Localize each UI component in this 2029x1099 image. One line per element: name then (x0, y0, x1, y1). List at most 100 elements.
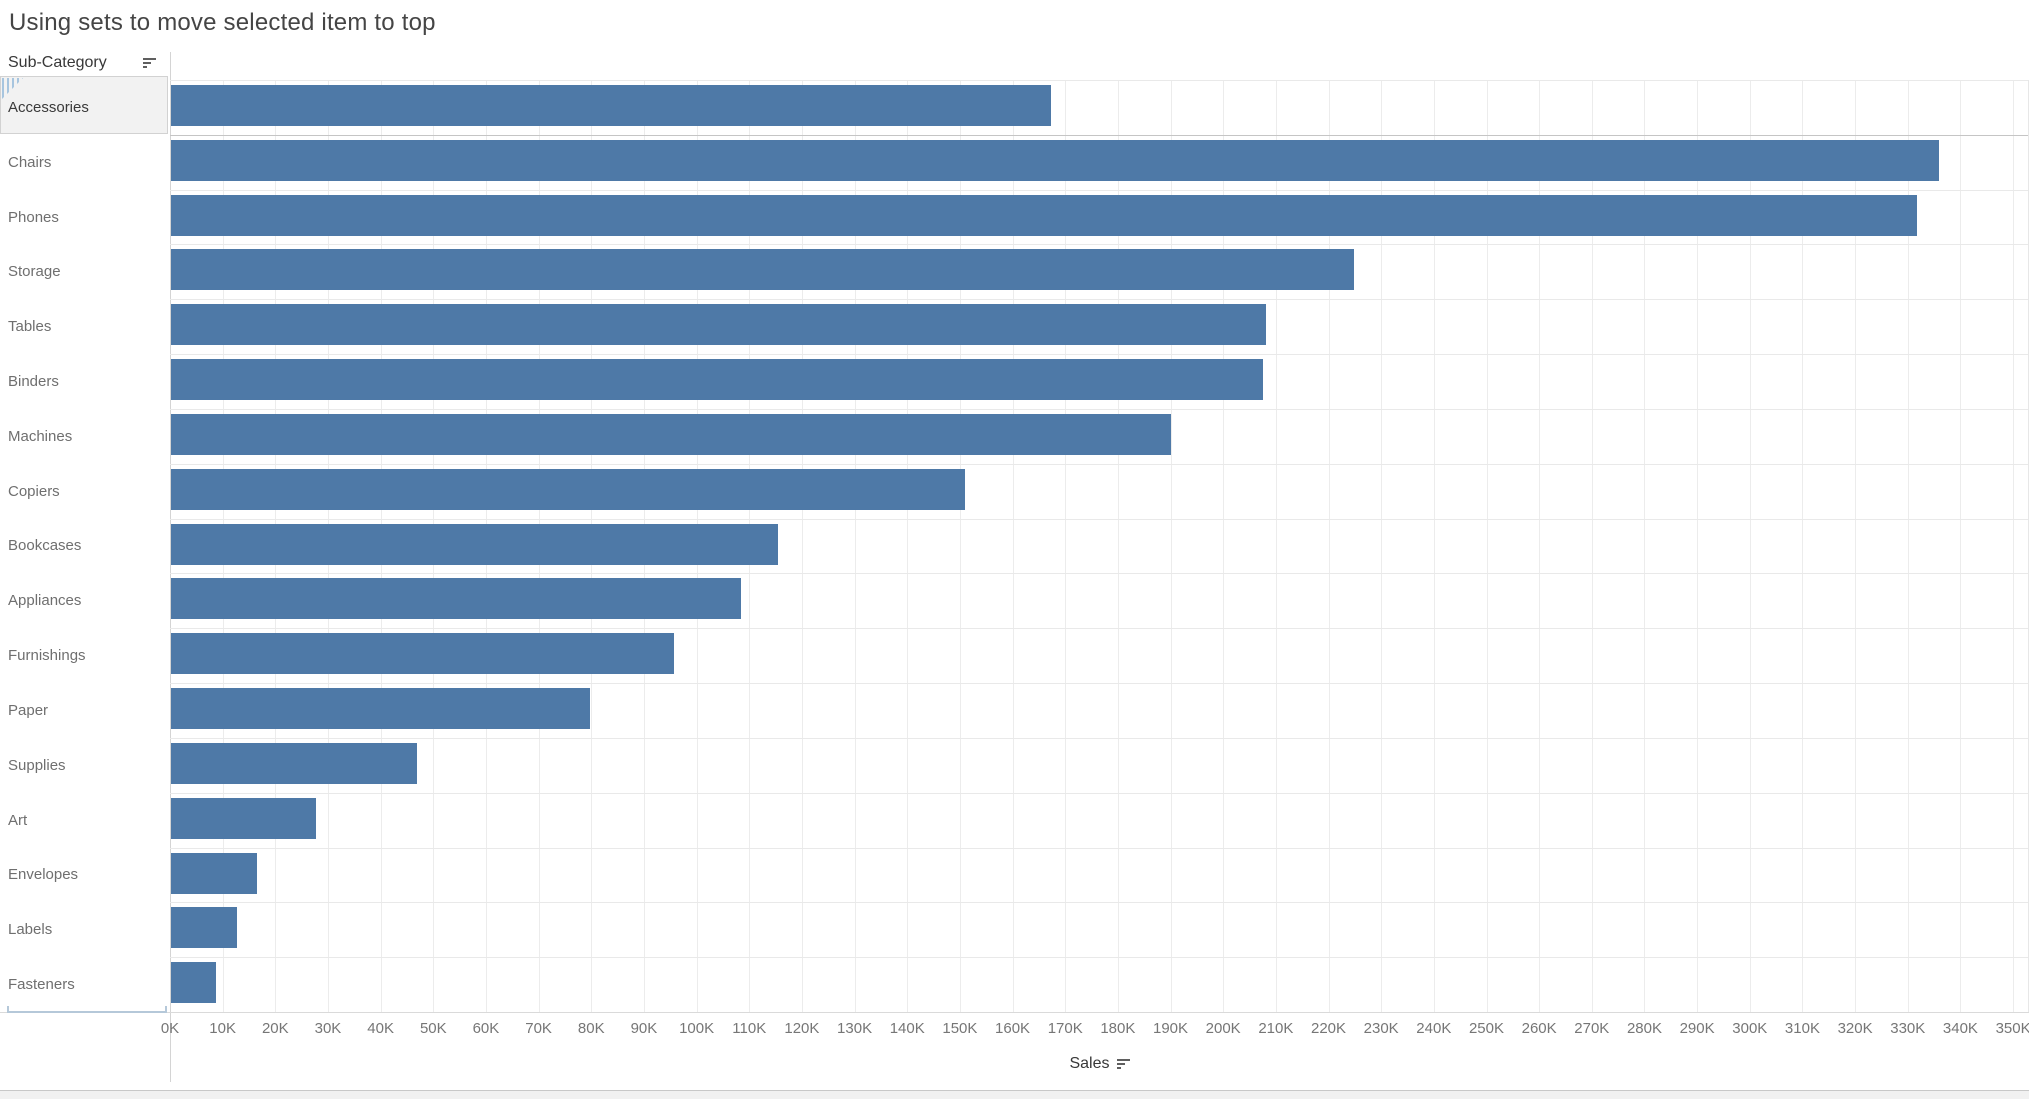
row-separator (170, 573, 2028, 575)
sort-descending-icon[interactable] (1116, 1058, 1130, 1070)
row-header-field[interactable]: Sub-Category (8, 54, 107, 71)
row-header-art[interactable]: Art (8, 811, 28, 829)
gridline (1433, 80, 1435, 1012)
x-axis-ticks: 0K 10K 20K 30K 40K 50K 60K 70K 80K 90K 100K 110K 120… (161, 1020, 2029, 1042)
bar-copiers[interactable] (171, 468, 965, 510)
row-header-fasteners[interactable]: Fasteners (8, 976, 75, 994)
gridline (1486, 80, 1488, 1012)
x-tick-label: 70K (525, 1020, 552, 1037)
row-header-accessories[interactable]: Accessories (8, 98, 89, 116)
row-header-labels[interactable]: Labels (8, 921, 53, 939)
bar-bookcases[interactable] (171, 523, 778, 565)
x-axis-label: Sales (1069, 1055, 1110, 1072)
x-tick-label: 310K (1784, 1020, 1820, 1037)
plot-bottom-border (0, 1012, 2029, 1013)
row-separator (170, 408, 2028, 410)
horizontal-scrollbar[interactable] (0, 1090, 2029, 1099)
row-header-bookcases[interactable]: Bookcases (8, 537, 82, 555)
gridline (1328, 80, 1330, 1012)
row-header-copiers[interactable]: Copiers (8, 482, 60, 500)
gridline (2013, 80, 2015, 1012)
x-tick-label: 120K (784, 1020, 820, 1037)
x-tick-label: 320K (1837, 1020, 1873, 1037)
bar-storage[interactable] (171, 249, 1354, 291)
bar-chairs[interactable] (171, 139, 1939, 181)
row-header-furnishings[interactable]: Furnishings (8, 647, 86, 665)
x-tick-label: 330K (1890, 1020, 1926, 1037)
row-separator (170, 354, 2028, 356)
gridline (854, 80, 856, 1012)
gridline (907, 80, 909, 1012)
bar-furnishings[interactable] (171, 633, 674, 675)
x-tick-label: 150K (942, 1020, 978, 1037)
x-axis-field[interactable]: Sales (170, 1053, 2029, 1075)
x-tick-label: 160K (995, 1020, 1031, 1037)
x-tick-label: 80K (577, 1020, 605, 1037)
x-tick-label: 130K (837, 1020, 873, 1037)
row-header-binders[interactable]: Binders (8, 373, 59, 391)
bar-accessories[interactable] (171, 85, 1052, 126)
x-tick-label: 20K (261, 1020, 289, 1037)
x-tick-label: 350K (1995, 1020, 2029, 1037)
gridline (801, 80, 803, 1012)
row-separator (170, 463, 2028, 465)
gridline (1539, 80, 1541, 1012)
row-header-chairs[interactable]: Chairs (8, 153, 52, 171)
x-tick-label: 290K (1679, 1020, 1715, 1037)
sort-descending-icon[interactable] (143, 58, 156, 69)
x-tick-label: 340K (1942, 1020, 1978, 1037)
gridline (1697, 80, 1699, 1012)
row-header-appliances[interactable]: Appliances (8, 592, 82, 610)
x-tick-label: 200K (1205, 1020, 1241, 1037)
row-header-tables[interactable]: Tables (8, 318, 52, 336)
gridline (1117, 80, 1119, 1012)
row-header-envelopes[interactable]: Envelopes (8, 866, 79, 884)
x-tick-label: 30K (314, 1020, 342, 1037)
x-tick-label: 170K (1047, 1020, 1083, 1037)
gridline (1065, 80, 1067, 1012)
x-tick-label: 0K (160, 1020, 180, 1037)
x-tick-label: 110K (732, 1020, 767, 1037)
x-tick-label: 210K (1258, 1020, 1294, 1037)
bar-supplies[interactable] (171, 742, 417, 784)
x-tick-label: 220K (1310, 1020, 1347, 1037)
bar-phones[interactable] (171, 194, 1918, 236)
row-header-supplies[interactable]: Supplies (8, 756, 66, 774)
bar-art[interactable] (171, 797, 317, 839)
x-tick-label: 300K (1732, 1020, 1768, 1037)
bar-paper[interactable] (171, 688, 590, 730)
x-tick-label: 40K (367, 1020, 394, 1037)
bar-tables[interactable] (171, 304, 1266, 346)
gridline (1591, 80, 1593, 1012)
gridline (959, 80, 961, 1012)
row-separator (170, 902, 2028, 904)
x-tick-label: 180K (1100, 1020, 1136, 1037)
gridline (1855, 80, 1857, 1012)
gridline (1802, 80, 1804, 1012)
row-separator (170, 957, 2028, 959)
bar-fasteners[interactable] (171, 962, 216, 1004)
row-header-machines[interactable]: Machines (8, 427, 73, 445)
row-separator (170, 189, 2028, 191)
bar-machines[interactable] (171, 413, 1171, 455)
x-tick-label: 100K (679, 1020, 715, 1037)
header-plot-divider (170, 52, 171, 1082)
x-tick-label: 60K (472, 1020, 500, 1037)
row-separator (170, 737, 2028, 739)
row-header-column: Accessories Chairs Phones Storage Tables Bind… (0, 76, 170, 1012)
bar-binders[interactable] (171, 359, 1263, 401)
sheet-title: Using sets to move selected item to top (9, 9, 436, 36)
gridline (1644, 80, 1646, 1012)
gridline (1907, 80, 1909, 1012)
bar-labels[interactable] (171, 907, 238, 949)
bar-envelopes[interactable] (171, 852, 258, 894)
row-header-storage[interactable]: Storage (8, 263, 61, 281)
row-header-paper[interactable]: Paper (8, 701, 49, 719)
x-tick-label: 260K (1521, 1020, 1557, 1037)
row-header-phones[interactable]: Phones (8, 208, 59, 226)
gridline (1275, 80, 1277, 1012)
gridline (1223, 80, 1225, 1012)
bar-appliances[interactable] (171, 578, 741, 620)
row-separator (170, 518, 2028, 520)
